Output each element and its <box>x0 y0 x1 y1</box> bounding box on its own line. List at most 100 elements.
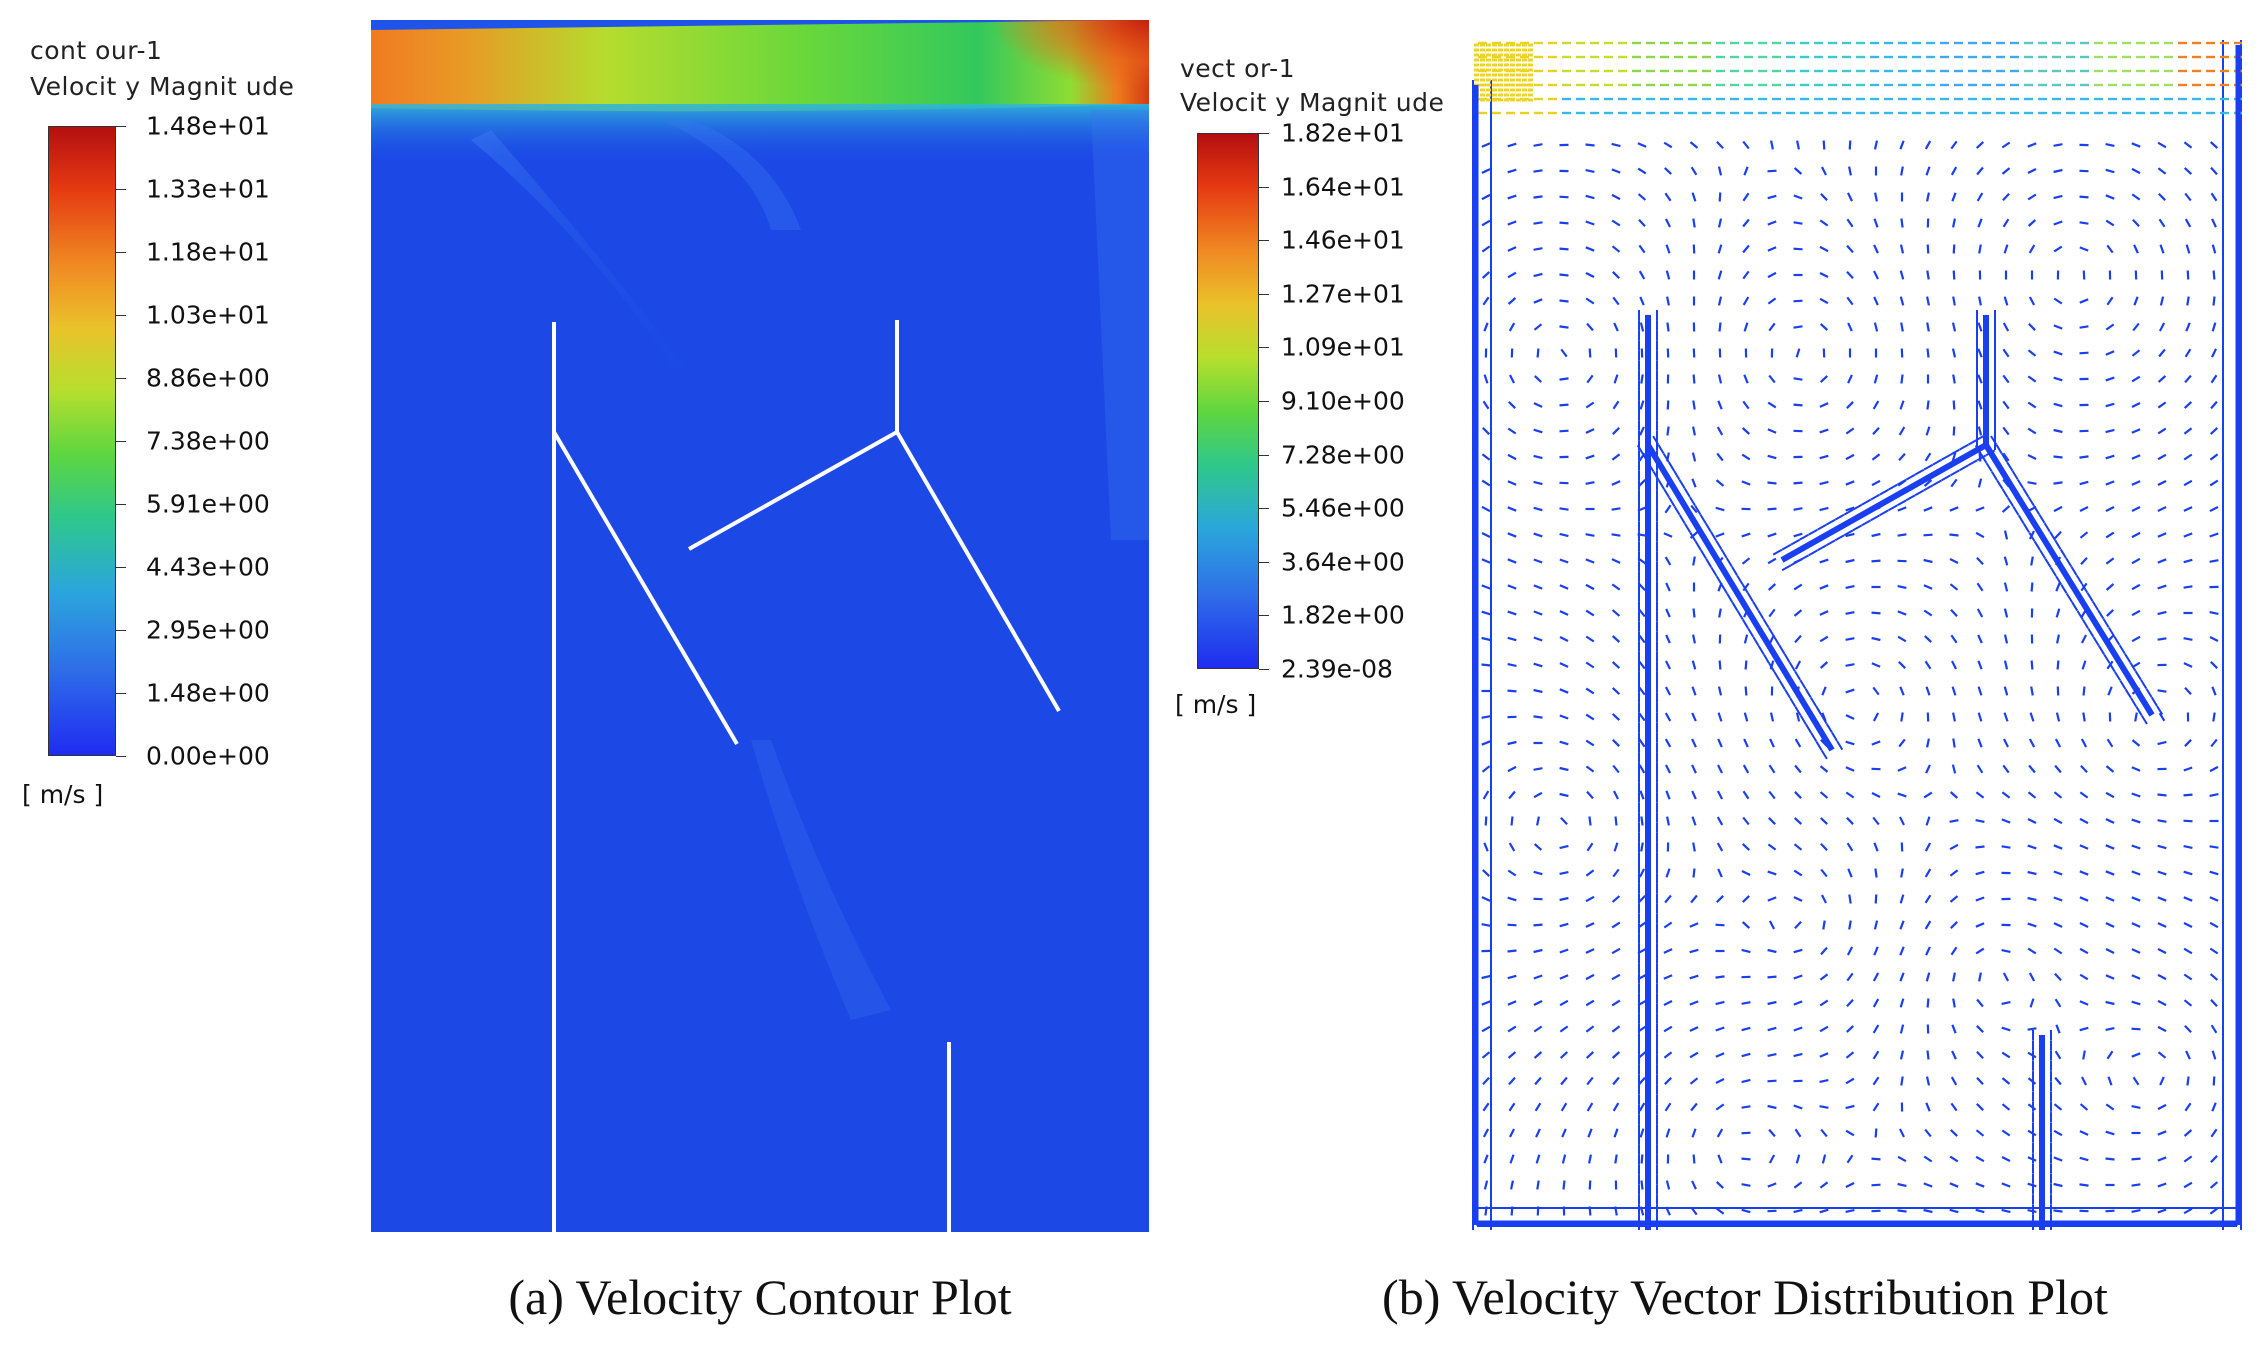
velocity-vector <box>1768 764 1776 774</box>
velocity-vector <box>1770 140 1774 150</box>
velocity-vector <box>2105 323 2115 331</box>
velocity-vector <box>1743 322 1749 332</box>
velocity-vector <box>2092 636 2100 647</box>
velocity-vector <box>1847 374 1853 384</box>
velocity-vector <box>1663 532 1673 538</box>
velocity-vector <box>1923 506 1933 512</box>
velocity-vector <box>1949 1182 1959 1188</box>
velocity-vector <box>1657 444 1665 454</box>
velocity-vector <box>1507 636 1517 642</box>
velocity-vector <box>1673 470 1681 481</box>
velocity-vector <box>1741 1001 1751 1005</box>
velocity-vector <box>1767 454 1777 460</box>
vector-legend-tick-label: 2.39e-08 <box>1281 654 1393 684</box>
velocity-vector <box>2006 461 2014 472</box>
velocity-vector <box>1804 688 1812 698</box>
velocity-vector <box>1843 508 1854 516</box>
velocity-vector <box>2157 167 2167 175</box>
velocity-vector <box>2157 1156 2167 1162</box>
velocity-vector <box>1533 454 1543 460</box>
velocity-vector <box>1507 271 1517 279</box>
velocity-vector <box>1559 584 1569 590</box>
velocity-vector <box>1715 1052 1725 1058</box>
velocity-vector <box>1508 322 1516 332</box>
velocity-vector <box>1559 325 1569 329</box>
velocity-vector <box>1871 740 1881 746</box>
velocity-vector <box>2105 1209 2115 1213</box>
velocity-vector <box>1639 426 1645 436</box>
velocity-vector <box>1507 1051 1517 1059</box>
velocity-vector <box>1950 1076 1958 1086</box>
velocity-vector <box>1481 610 1491 616</box>
velocity-vector <box>1923 484 1934 492</box>
velocity-vector <box>2210 1128 2218 1138</box>
contour-legend-tick-mark <box>116 126 126 127</box>
velocity-vector <box>1767 627 1775 637</box>
velocity-vector <box>1611 661 1621 669</box>
velocity-vector <box>1586 842 1594 852</box>
velocity-vector <box>1742 192 1750 202</box>
velocity-vector <box>1819 219 1829 227</box>
velocity-vector <box>1872 686 1880 696</box>
velocity-vector <box>1819 402 1829 408</box>
velocity-vector <box>2105 428 2115 434</box>
velocity-vector <box>1536 816 1540 826</box>
velocity-vector <box>1848 920 1852 930</box>
velocity-vector <box>1923 1155 1933 1163</box>
velocity-vector <box>1663 1000 1673 1006</box>
vector-legend-tick-mark <box>1259 454 1269 456</box>
velocity-vector <box>1585 895 1595 903</box>
velocity-vector <box>2001 141 2011 149</box>
velocity-vector <box>1888 504 1898 512</box>
velocity-vector <box>1767 975 1777 979</box>
velocity-vector <box>1897 1155 1907 1163</box>
velocity-vector <box>1949 558 1959 564</box>
velocity-vector <box>1561 1154 1567 1164</box>
velocity-vector <box>1691 764 1697 774</box>
velocity-vector <box>1710 566 1718 577</box>
velocity-vector <box>2079 922 2089 928</box>
velocity-vector <box>1793 896 1803 902</box>
velocity-vector <box>1825 723 1833 733</box>
velocity-vector <box>1846 270 1854 280</box>
velocity-vector <box>1873 244 1879 254</box>
velocity-vector <box>1793 325 1803 329</box>
velocity-vector <box>1873 270 1879 280</box>
velocity-vector <box>1949 533 1959 537</box>
velocity-vector <box>2002 764 2010 774</box>
velocity-vector <box>1799 714 1807 725</box>
velocity-vector <box>1752 601 1760 611</box>
contour-legend-tick-label: 1.48e+01 <box>146 111 270 141</box>
velocity-vector <box>1923 463 1934 471</box>
velocity-vector <box>1793 948 1803 954</box>
vector-middle-inclined-baffle <box>1780 442 1988 563</box>
velocity-vector <box>1793 974 1803 980</box>
velocity-vector <box>1950 946 1958 956</box>
velocity-vector <box>1967 459 1978 467</box>
velocity-vector <box>2183 141 2193 149</box>
velocity-vector <box>1898 452 1906 462</box>
velocity-vector <box>2053 1103 2063 1111</box>
velocity-vector <box>1925 816 1931 826</box>
velocity-vector <box>1481 505 1491 513</box>
velocity-vector <box>2184 1102 2192 1112</box>
velocity-vector <box>1846 817 1854 825</box>
velocity-vector <box>1715 1026 1725 1032</box>
velocity-vector <box>1507 532 1517 538</box>
velocity-vector <box>1923 791 1933 799</box>
velocity-vector <box>2027 375 2037 383</box>
velocity-vector <box>1952 998 1956 1008</box>
velocity-vector <box>1611 193 1621 201</box>
velocity-vector <box>2209 973 2219 981</box>
velocity-vector <box>2157 819 2167 823</box>
velocity-vector <box>1767 401 1777 409</box>
velocity-vector <box>1611 1051 1621 1059</box>
velocity-vector <box>1585 481 1595 485</box>
velocity-vector <box>1673 505 1681 516</box>
velocity-vector <box>2157 532 2167 538</box>
velocity-vector <box>1718 192 1722 202</box>
velocity-vector <box>1872 816 1880 826</box>
velocity-vector <box>1559 195 1569 199</box>
velocity-vector <box>1815 741 1823 751</box>
velocity-vector <box>1819 635 1829 643</box>
